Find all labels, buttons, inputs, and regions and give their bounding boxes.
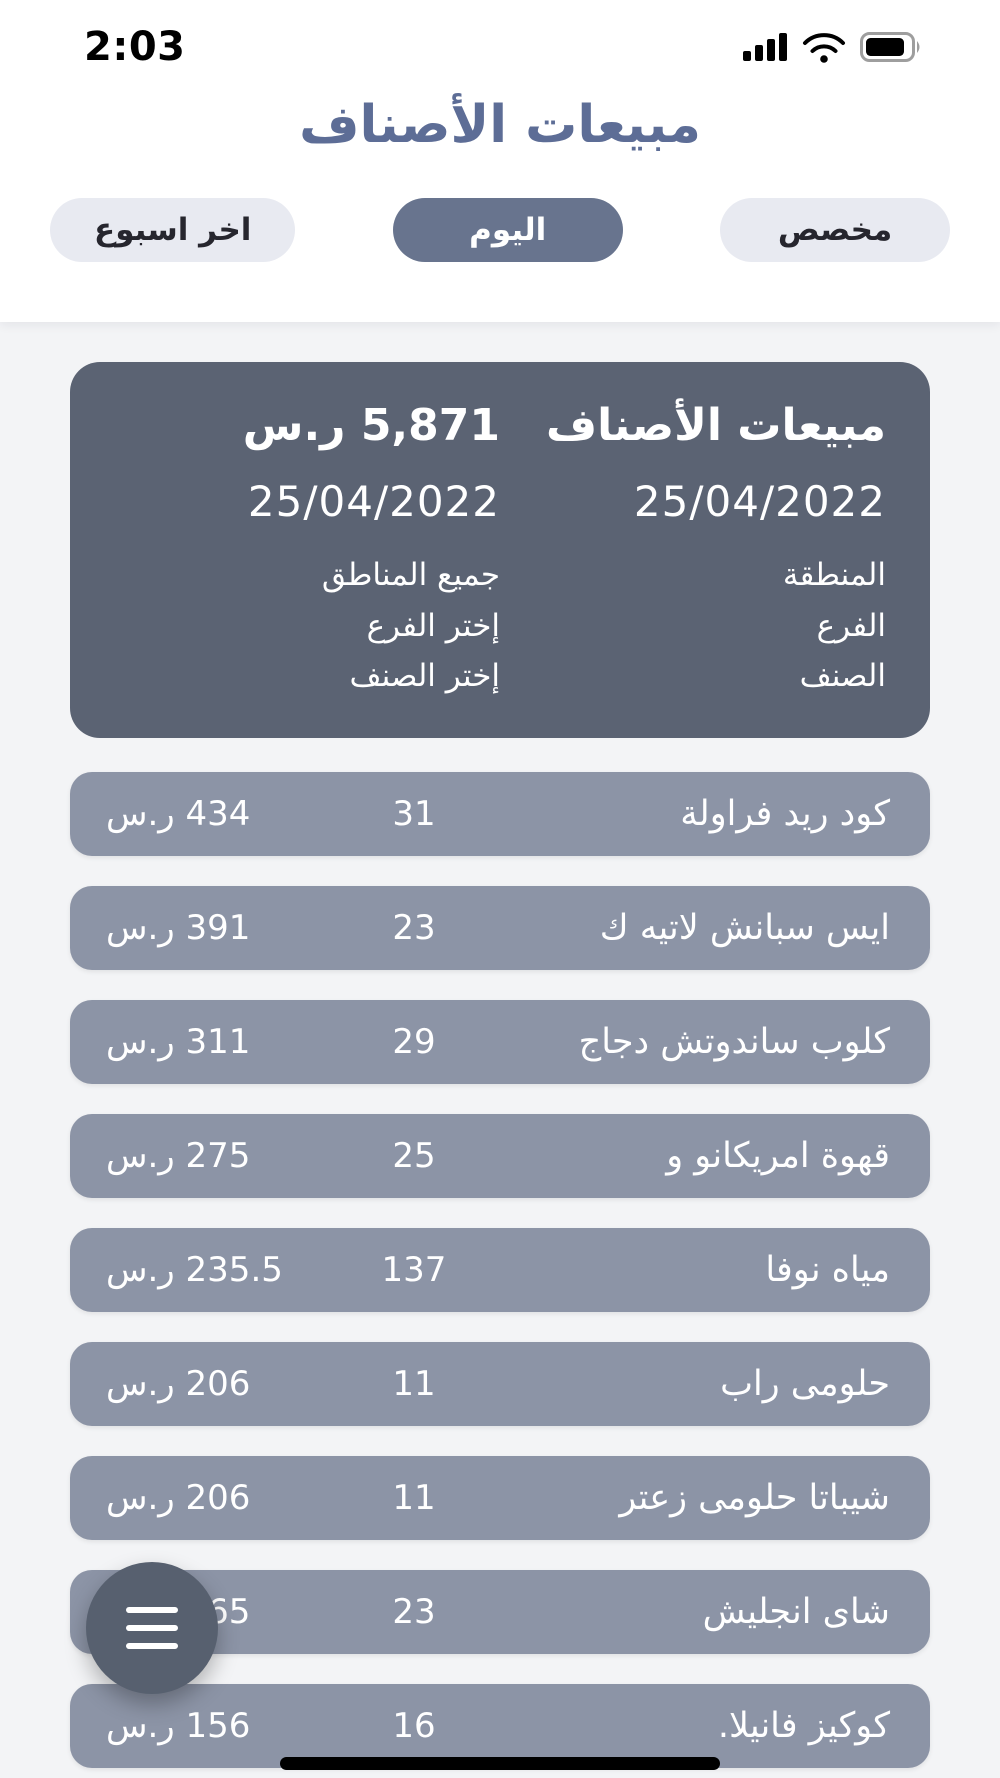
item-picker[interactable]: إختر الصنف	[349, 658, 500, 695]
list-item[interactable]: مياه نوفا 137 235.5 ر.س	[70, 1227, 930, 1312]
item-quantity: 29	[392, 1021, 436, 1062]
status-icons	[742, 31, 924, 63]
header-section: 2:03 مبيعات	[0, 0, 1000, 323]
item-quantity: 25	[392, 1135, 436, 1176]
item-name: ايس سبانش لاتيه ك	[599, 907, 890, 948]
tab-last-week[interactable]: اخر اسبوع	[50, 198, 296, 263]
content-area: مبيعات الأصناف 5,871 ر.س 25/04/2022 25/0…	[0, 322, 1000, 1768]
list-item[interactable]: شيباتا حلومى زعتر 11 206 ر.س	[70, 1455, 930, 1540]
item-quantity: 137	[381, 1249, 447, 1290]
branch-label: الفرع	[816, 607, 886, 644]
item-amount: 235.5 ر.س	[106, 1249, 283, 1290]
list-item[interactable]: قهوة امريكانو و 25 275 ر.س	[70, 1113, 930, 1198]
item-quantity: 11	[392, 1363, 436, 1404]
list-item[interactable]: ايس سبانش لاتيه ك 23 391 ر.س	[70, 885, 930, 970]
item-quantity: 16	[392, 1705, 436, 1746]
item-name: كلوب ساندوتش دجاج	[578, 1021, 890, 1062]
item-name: كود ريد فراولة	[680, 793, 890, 834]
item-name: قهوة امريكانو و	[666, 1135, 890, 1176]
item-amount: 434 ر.س	[106, 793, 251, 834]
list-item[interactable]: حلومى راب 11 206 ر.س	[70, 1341, 930, 1426]
item-name: مياه نوفا	[765, 1249, 890, 1290]
item-amount: 206 ر.س	[106, 1363, 251, 1404]
tab-today[interactable]: اليوم	[392, 198, 623, 263]
status-bar: 2:03	[0, 0, 1000, 88]
item-amount: 391 ر.س	[106, 907, 251, 948]
list-item[interactable]: كوكيز فانيلا. 16 156 ر.س	[70, 1683, 930, 1768]
region-picker[interactable]: جميع المناطق	[321, 557, 500, 594]
tab-custom[interactable]: مخصص	[720, 198, 950, 263]
list-item[interactable]: كود ريد فراولة 31 434 ر.س	[70, 771, 930, 856]
battery-icon	[860, 32, 920, 62]
menu-fab[interactable]	[86, 1562, 218, 1694]
summary-total: 5,871 ر.س	[242, 400, 500, 452]
status-time: 2:03	[84, 24, 186, 70]
item-quantity: 11	[392, 1477, 436, 1518]
page-title: مبيعات الأصناف	[299, 95, 701, 155]
item-name: شيباتا حلومى زعتر	[619, 1477, 890, 1518]
wifi-icon	[803, 33, 845, 63]
region-label: المنطقة	[782, 557, 886, 594]
item-amount: 311 ر.س	[106, 1021, 251, 1062]
item-quantity: 31	[392, 793, 436, 834]
summary-date-to: 25/04/2022	[247, 477, 500, 527]
branch-picker[interactable]: إختر الفرع	[366, 607, 500, 644]
item-label: الصنف	[799, 658, 886, 695]
summary-title: مبيعات الأصناف	[545, 400, 886, 452]
item-amount: 275 ر.س	[106, 1135, 251, 1176]
summary-date-from: 25/04/2022	[633, 477, 886, 527]
item-name: كوكيز فانيلا.	[717, 1705, 890, 1746]
filter-tabs: مخصص اليوم اخر اسبوع	[0, 198, 1000, 263]
cellular-signal-icon	[743, 33, 787, 61]
item-name: شاى انجليش	[702, 1591, 890, 1632]
list-item[interactable]: كلوب ساندوتش دجاج 29 311 ر.س	[70, 999, 930, 1084]
home-indicator[interactable]	[280, 1757, 720, 1770]
item-quantity: 23	[392, 907, 436, 948]
item-name: حلومى راب	[720, 1363, 890, 1404]
item-amount: 206 ر.س	[106, 1477, 251, 1518]
item-quantity: 23	[392, 1591, 436, 1632]
summary-card: مبيعات الأصناف 5,871 ر.س 25/04/2022 25/0…	[70, 362, 930, 738]
menu-icon	[126, 1607, 178, 1613]
item-amount: 156 ر.س	[106, 1705, 251, 1746]
